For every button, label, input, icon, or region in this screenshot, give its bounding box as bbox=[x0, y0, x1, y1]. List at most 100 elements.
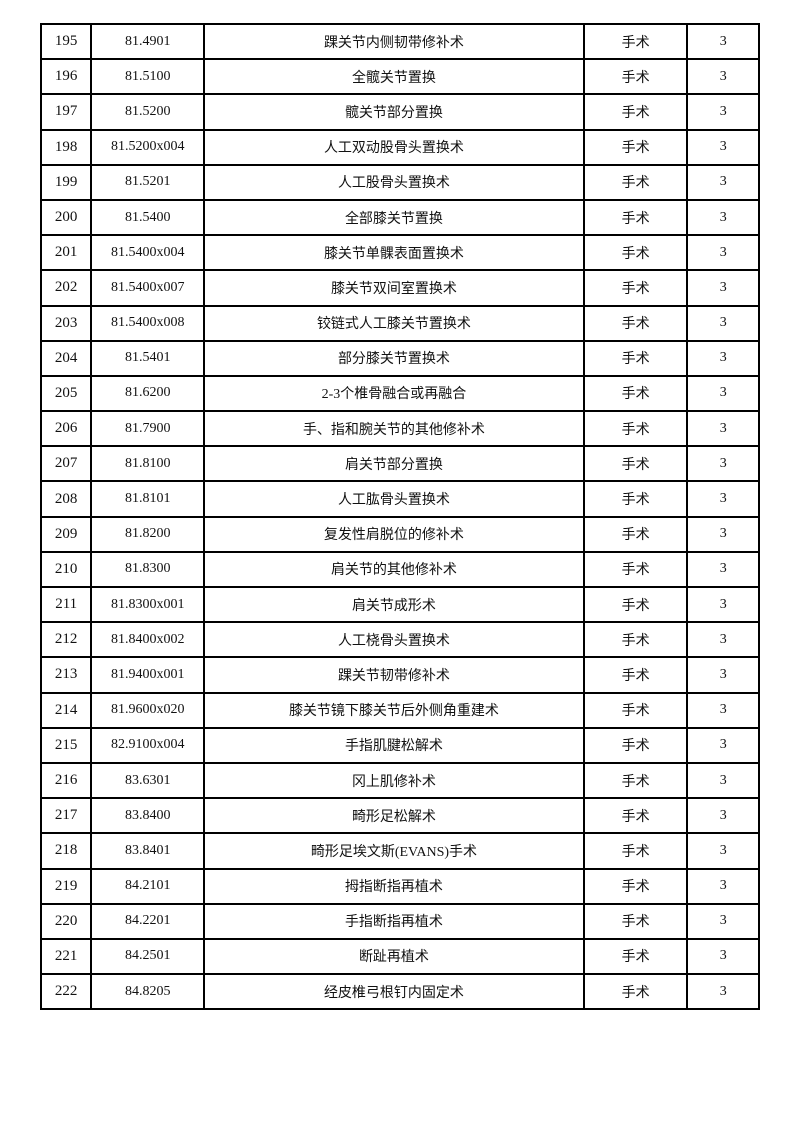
table-row: 201 81.5400x004 膝关节单髁表面置换术 手术 3 bbox=[39, 234, 760, 272]
table-row: 199 81.5201 人工股骨头置换术 手术 3 bbox=[39, 163, 760, 201]
procedure-code-cell: 81.5400 bbox=[90, 198, 206, 237]
row-number-cell: 200 bbox=[39, 198, 93, 237]
procedure-name-cell: 肩关节的其他修补术 bbox=[203, 550, 585, 589]
procedure-level-cell: 3 bbox=[686, 585, 760, 624]
procedure-type-cell: 手术 bbox=[582, 339, 689, 377]
procedure-level-cell: 3 bbox=[686, 515, 760, 553]
procedure-level-cell: 3 bbox=[686, 93, 760, 131]
table-row: 198 81.5200x004 人工双动股骨头置换术 手术 3 bbox=[39, 128, 760, 166]
procedure-type-cell: 手术 bbox=[582, 832, 689, 870]
procedure-code-cell: 81.9600x020 bbox=[90, 691, 206, 729]
row-number-cell: 221 bbox=[39, 937, 93, 976]
procedure-code-cell: 81.5200 bbox=[90, 93, 206, 131]
table-row: 219 84.2101 拇指断指再植术 手术 3 bbox=[39, 867, 760, 905]
procedure-code-cell: 81.5400x008 bbox=[90, 304, 206, 342]
procedure-name-cell: 铰链式人工膝关节置换术 bbox=[203, 304, 585, 342]
procedure-level-cell: 3 bbox=[686, 374, 760, 413]
row-number-cell: 201 bbox=[39, 234, 93, 272]
table-row: 216 83.6301 冈上肌修补术 手术 3 bbox=[39, 761, 760, 800]
procedure-name-cell: 畸形足松解术 bbox=[203, 797, 585, 835]
row-number-cell: 198 bbox=[39, 128, 93, 166]
procedure-code-cell: 84.2101 bbox=[90, 867, 206, 905]
procedure-level-cell: 3 bbox=[686, 269, 760, 307]
row-number-cell: 218 bbox=[39, 832, 93, 870]
procedure-level-cell: 3 bbox=[686, 726, 760, 764]
procedure-code-cell: 84.2501 bbox=[90, 937, 206, 976]
procedure-name-cell: 肩关节部分置换 bbox=[203, 445, 585, 483]
procedure-name-cell: 手指肌腱松解术 bbox=[203, 726, 585, 764]
row-number-cell: 216 bbox=[39, 761, 93, 800]
procedure-type-cell: 手术 bbox=[582, 585, 689, 624]
procedure-type-cell: 手术 bbox=[582, 550, 689, 589]
procedure-name-cell: 人工双动股骨头置换术 bbox=[203, 128, 585, 166]
procedure-type-cell: 手术 bbox=[582, 163, 689, 201]
row-number-cell: 210 bbox=[39, 550, 93, 589]
table-row: 195 81.4901 踝关节内侧韧带修补术 手术 3 bbox=[39, 22, 760, 61]
procedure-code-cell: 81.6200 bbox=[90, 374, 206, 413]
table-row: 215 82.9100x004 手指肌腱松解术 手术 3 bbox=[39, 726, 760, 764]
row-number-cell: 204 bbox=[39, 339, 93, 377]
procedure-level-cell: 3 bbox=[686, 198, 760, 237]
procedure-type-cell: 手术 bbox=[582, 621, 689, 659]
procedure-name-cell: 肩关节成形术 bbox=[203, 585, 585, 624]
row-number-cell: 213 bbox=[39, 656, 93, 694]
procedure-type-cell: 手术 bbox=[582, 304, 689, 342]
table-row: 197 81.5200 髋关节部分置换 手术 3 bbox=[39, 93, 760, 131]
procedure-level-cell: 3 bbox=[686, 22, 760, 61]
procedure-type-cell: 手术 bbox=[582, 937, 689, 976]
procedure-code-cell: 81.7900 bbox=[90, 410, 206, 448]
procedure-name-cell: 断趾再植术 bbox=[203, 937, 585, 976]
procedure-level-cell: 3 bbox=[686, 797, 760, 835]
row-number-cell: 211 bbox=[39, 585, 93, 624]
row-number-cell: 212 bbox=[39, 621, 93, 659]
procedure-level-cell: 3 bbox=[686, 445, 760, 483]
row-number-cell: 206 bbox=[39, 410, 93, 448]
procedure-code-cell: 81.9400x001 bbox=[90, 656, 206, 694]
procedure-name-cell: 踝关节内侧韧带修补术 bbox=[203, 22, 585, 61]
procedure-level-cell: 3 bbox=[686, 480, 760, 518]
procedure-level-cell: 3 bbox=[686, 234, 760, 272]
procedure-level-cell: 3 bbox=[686, 304, 760, 342]
procedure-code-cell: 81.5100 bbox=[90, 58, 206, 96]
procedure-level-cell: 3 bbox=[686, 656, 760, 694]
procedure-code-cell: 81.8400x002 bbox=[90, 621, 206, 659]
procedure-type-cell: 手术 bbox=[582, 374, 689, 413]
procedure-name-cell: 髋关节部分置换 bbox=[203, 93, 585, 131]
procedure-code-cell: 81.4901 bbox=[90, 22, 206, 61]
procedure-code-cell: 81.5400x004 bbox=[90, 234, 206, 272]
row-number-cell: 207 bbox=[39, 445, 93, 483]
procedure-code-cell: 83.6301 bbox=[90, 761, 206, 800]
procedure-level-cell: 3 bbox=[686, 58, 760, 96]
procedure-name-cell: 经皮椎弓根钉内固定术 bbox=[203, 973, 585, 1011]
row-number-cell: 215 bbox=[39, 726, 93, 764]
procedure-level-cell: 3 bbox=[686, 163, 760, 201]
row-number-cell: 222 bbox=[39, 973, 93, 1011]
row-number-cell: 220 bbox=[39, 902, 93, 940]
procedure-name-cell: 踝关节韧带修补术 bbox=[203, 656, 585, 694]
procedure-type-cell: 手术 bbox=[582, 410, 689, 448]
procedure-code-cell: 81.8100 bbox=[90, 445, 206, 483]
procedure-level-cell: 3 bbox=[686, 691, 760, 729]
table-row: 220 84.2201 手指断指再植术 手术 3 bbox=[39, 902, 760, 940]
row-number-cell: 217 bbox=[39, 797, 93, 835]
procedure-type-cell: 手术 bbox=[582, 761, 689, 800]
procedure-name-cell: 全髋关节置换 bbox=[203, 58, 585, 96]
procedure-level-cell: 3 bbox=[686, 832, 760, 870]
row-number-cell: 197 bbox=[39, 93, 93, 131]
procedure-code-cell: 81.5201 bbox=[90, 163, 206, 201]
table-row: 221 84.2501 断趾再植术 手术 3 bbox=[39, 937, 760, 976]
procedure-name-cell: 复发性肩脱位的修补术 bbox=[203, 515, 585, 553]
procedure-code-cell: 83.8400 bbox=[90, 797, 206, 835]
procedure-name-cell: 手指断指再植术 bbox=[203, 902, 585, 940]
procedure-name-cell: 部分膝关节置换术 bbox=[203, 339, 585, 377]
procedure-type-cell: 手术 bbox=[582, 515, 689, 553]
procedure-type-cell: 手术 bbox=[582, 269, 689, 307]
procedure-type-cell: 手术 bbox=[582, 480, 689, 518]
table-row: 203 81.5400x008 铰链式人工膝关节置换术 手术 3 bbox=[39, 304, 760, 342]
procedure-type-cell: 手术 bbox=[582, 867, 689, 905]
procedure-table: 195 81.4901 踝关节内侧韧带修补术 手术 3 196 81.5100 全髋关节置换手… bbox=[39, 22, 760, 1011]
procedure-type-cell: 手术 bbox=[582, 656, 689, 694]
procedure-code-cell: 81.5401 bbox=[90, 339, 206, 377]
procedure-code-cell: 81.8200 bbox=[90, 515, 206, 553]
procedure-name-cell: 膝关节双间室置换术 bbox=[203, 269, 585, 307]
